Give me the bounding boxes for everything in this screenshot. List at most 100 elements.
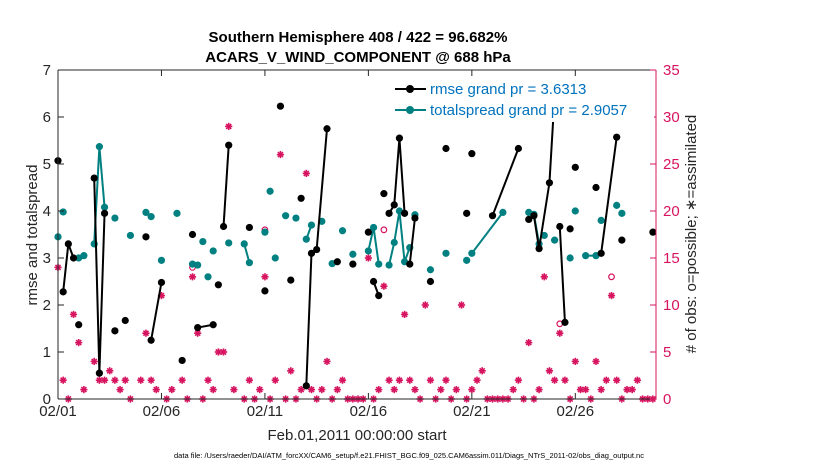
obs-assimilated-point xyxy=(633,376,641,384)
rmse-point xyxy=(400,209,409,217)
obs-assimilated-point xyxy=(385,376,393,384)
y-tick-label-right: 15 xyxy=(663,250,680,267)
y-tick-label-right: 30 xyxy=(663,109,680,126)
y-tick-label-left: 6 xyxy=(43,109,51,126)
obs-assimilated-point xyxy=(142,329,150,337)
obs-assimilated-point xyxy=(59,376,67,384)
rmse-point xyxy=(214,281,222,289)
spread-point xyxy=(551,236,559,244)
legend-rmse-marker xyxy=(406,85,414,93)
spread-point xyxy=(468,249,476,257)
chart-title-line-1: Southern Hemisphere 408 / 422 = 96.682% xyxy=(209,29,508,46)
spread-point xyxy=(209,247,217,255)
rmse-point xyxy=(395,134,404,142)
obs-assimilated-point xyxy=(457,301,466,309)
rmse-line-segment xyxy=(222,145,230,227)
spread-point xyxy=(95,143,103,151)
spread-point xyxy=(369,223,378,232)
spread-point xyxy=(147,213,155,221)
obs-assimilated-point xyxy=(452,386,460,394)
y-axis-label-left: rmse and totalspread xyxy=(24,165,41,306)
plot-area: 02/01 02/06 02/11 02/16 02/21 02/26 0 1 2 3 4 5 6 7 0 5… xyxy=(39,62,679,420)
spread-point xyxy=(364,247,372,255)
rmse-point xyxy=(364,228,372,236)
spread-point xyxy=(302,235,310,243)
spread-point xyxy=(307,221,316,229)
rmse-point xyxy=(323,125,331,133)
rmse-line-segment xyxy=(491,148,520,217)
spread-point xyxy=(463,256,471,264)
rmse-point xyxy=(64,240,72,248)
obs-assimilated-point xyxy=(106,367,114,375)
obs-assimilated-point xyxy=(111,376,119,384)
y-tick-label-left: 1 xyxy=(43,344,51,361)
rmse-point xyxy=(261,287,269,295)
spread-point xyxy=(442,249,450,257)
rmse-point xyxy=(530,212,538,220)
rmse-point xyxy=(245,223,254,232)
obs-assimilated-point xyxy=(551,376,559,384)
obs-assimilated-point xyxy=(188,273,197,281)
obs-assimilated-point xyxy=(297,386,305,394)
spread-point xyxy=(582,252,590,260)
obs-assimilated-point xyxy=(204,376,212,384)
chart-title-line-2: ACARS_V_WIND_COMPONENT @ 688 hPa xyxy=(205,49,511,66)
obs-assimilated-point xyxy=(426,376,435,384)
obs-assimilated-point xyxy=(556,329,564,337)
obs-assimilated-point xyxy=(69,310,78,318)
obs-assimilated-point xyxy=(276,151,285,159)
spread-point xyxy=(266,187,274,195)
obs-assimilated-point xyxy=(607,292,616,300)
obs-assimilated-point xyxy=(509,386,517,394)
rmse-line-segment xyxy=(388,138,406,214)
obs-assimilated-point xyxy=(421,301,429,309)
obs-assimilated-point xyxy=(597,386,605,394)
rmse-point xyxy=(75,321,83,329)
obs-assimilated-point xyxy=(442,376,450,384)
obs-possible-point xyxy=(608,273,615,281)
spread-point xyxy=(100,203,109,211)
obs-assimilated-point xyxy=(525,339,533,347)
obs-assimilated-point xyxy=(582,386,590,394)
obs-assimilated-point xyxy=(545,367,554,375)
spread-point xyxy=(240,240,248,248)
obs-assimilated-point xyxy=(116,386,124,394)
x-tick-label: 02/26 xyxy=(557,403,595,420)
spread-line-segment xyxy=(98,146,106,208)
data-file-footnote: data file: /Users/raeder/DAI/ATM_forcXX/… xyxy=(174,451,644,460)
obs-assimilated-point xyxy=(514,376,522,384)
legend: rmse grand pr = 3.6313 totalspread grand… xyxy=(392,78,654,122)
obs-assimilated-point xyxy=(121,376,129,384)
obs-assimilated-point xyxy=(400,310,409,318)
y-tick-label-left: 5 xyxy=(43,156,51,173)
obs-assimilated-point xyxy=(75,339,83,347)
rmse-point xyxy=(556,222,564,231)
rmse-line-segment xyxy=(600,137,618,254)
x-tick-label: 02/06 xyxy=(143,403,181,420)
obs-assimilated-point xyxy=(323,357,331,365)
obs-assimilated-point xyxy=(333,386,341,394)
obs-assimilated-point xyxy=(473,376,481,384)
spread-point xyxy=(80,252,88,260)
tick-layer: 02/01 02/06 02/11 02/16 02/21 02/26 0 1 2 3 4 5 6 7 0 5… xyxy=(39,62,679,420)
obs-assimilated-point xyxy=(152,386,160,394)
spread-point xyxy=(390,238,398,247)
y-tick-label-left: 7 xyxy=(43,62,51,79)
spread-point xyxy=(385,261,393,269)
rmse-point xyxy=(390,201,398,209)
spread-line-segment xyxy=(471,211,504,254)
obs-assimilated-point xyxy=(364,254,372,262)
y-tick-label-right: 10 xyxy=(663,297,680,314)
rmse-point xyxy=(276,102,285,110)
legend-rmse-label: rmse grand pr = 3.6313 xyxy=(430,81,586,98)
obs-assimilated-point xyxy=(390,386,398,394)
obs-assimilated-point xyxy=(90,357,98,365)
rmse-point xyxy=(349,260,357,268)
x-tick-label: 02/01 xyxy=(39,403,77,420)
x-tick-label: 02/21 xyxy=(453,403,491,420)
rmse-point xyxy=(442,144,450,153)
y-tick-label-right: 5 xyxy=(663,344,671,361)
rmse-point xyxy=(488,212,497,220)
x-axis-label: Feb.01,2011 00:00:00 start xyxy=(267,427,447,444)
